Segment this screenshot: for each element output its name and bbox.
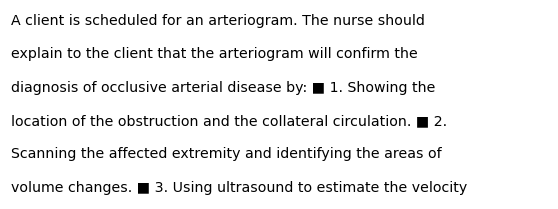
Text: A client is scheduled for an arteriogram. The nurse should: A client is scheduled for an arteriogram…: [11, 14, 425, 28]
Text: location of the obstruction and the collateral circulation. ■ 2.: location of the obstruction and the coll…: [11, 114, 447, 128]
Text: Scanning the affected extremity and identifying the areas of: Scanning the affected extremity and iden…: [11, 147, 442, 161]
Text: volume changes. ■ 3. Using ultrasound to estimate the velocity: volume changes. ■ 3. Using ultrasound to…: [11, 181, 468, 195]
Text: diagnosis of occlusive arterial disease by: ■ 1. Showing the: diagnosis of occlusive arterial disease …: [11, 80, 435, 94]
Text: explain to the client that the arteriogram will confirm the: explain to the client that the arteriogr…: [11, 47, 418, 61]
